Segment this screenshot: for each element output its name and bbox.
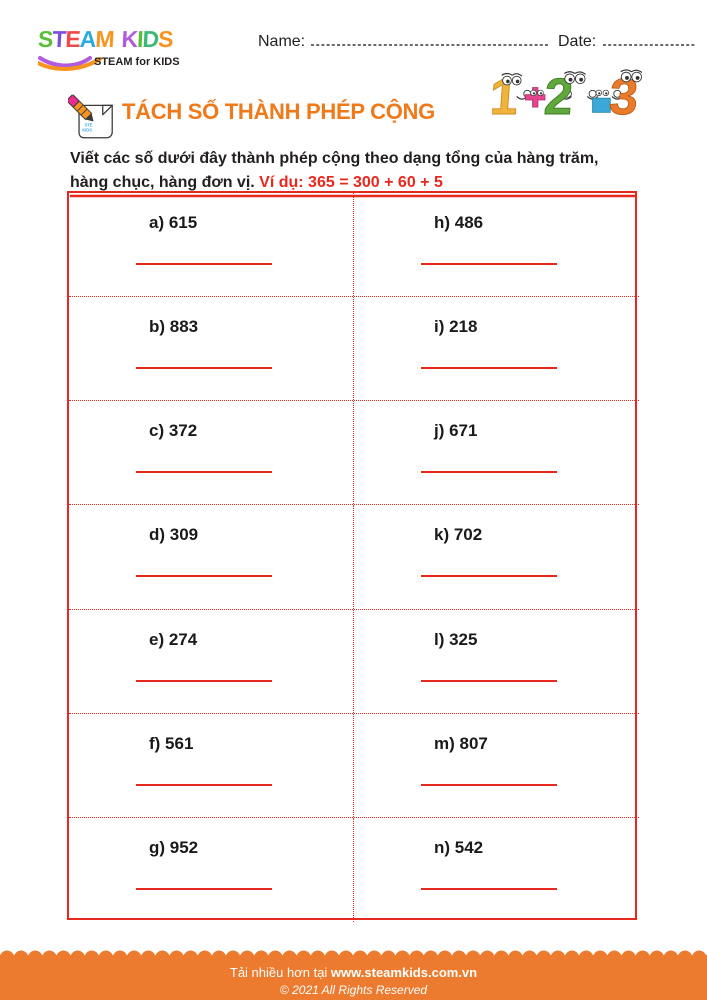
svg-text:KIDS: KIDS bbox=[82, 127, 92, 132]
